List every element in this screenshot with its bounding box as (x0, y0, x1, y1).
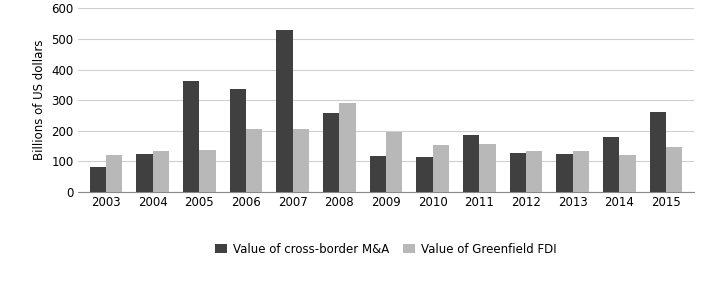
Bar (199, 150, 215, 192)
Bar (649, 112, 666, 192)
Legend: Value of cross-border M&A, Value of Greenfield FDI: Value of cross-border M&A, Value of Gree… (210, 238, 561, 261)
Bar (510, 153, 526, 192)
Bar (556, 154, 573, 192)
Y-axis label: Billions of US dollars: Billions of US dollars (33, 40, 46, 160)
Bar (620, 155, 636, 192)
Bar (246, 129, 262, 192)
Bar (276, 30, 292, 192)
Bar (573, 151, 589, 192)
Bar (106, 155, 122, 192)
Bar (479, 144, 496, 192)
Bar (526, 151, 542, 192)
Bar (463, 135, 479, 192)
Bar (136, 154, 152, 192)
Bar (323, 113, 339, 192)
Bar (292, 129, 309, 192)
Bar (666, 147, 683, 192)
Bar (339, 103, 355, 192)
Bar (152, 151, 169, 192)
Bar (433, 145, 449, 192)
Bar (183, 81, 199, 192)
Bar (603, 137, 620, 192)
Bar (416, 157, 433, 192)
Bar (229, 89, 246, 192)
Bar (386, 132, 402, 192)
Bar (370, 156, 386, 192)
Bar (89, 167, 106, 192)
